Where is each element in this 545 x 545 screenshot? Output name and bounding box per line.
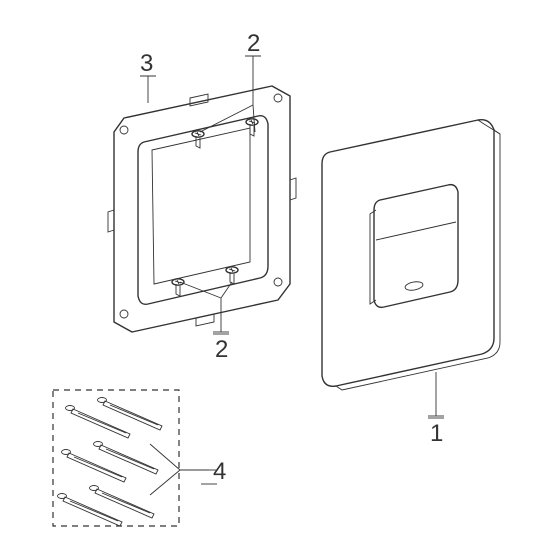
callout-1: 1	[430, 420, 443, 448]
callout-4: 4	[213, 458, 226, 486]
exploded-diagram: .ln { stroke:#333; stroke-width:1.4; fil…	[0, 0, 545, 545]
callout-leaders	[140, 56, 444, 495]
callout-3: 3	[140, 50, 153, 78]
mounting-frame	[108, 86, 296, 332]
screw-kit	[53, 390, 179, 526]
frame-screws	[172, 119, 258, 296]
cover-plate	[322, 120, 500, 390]
callout-2-bottom: 2	[215, 336, 228, 364]
callout-2-top: 2	[247, 30, 260, 58]
